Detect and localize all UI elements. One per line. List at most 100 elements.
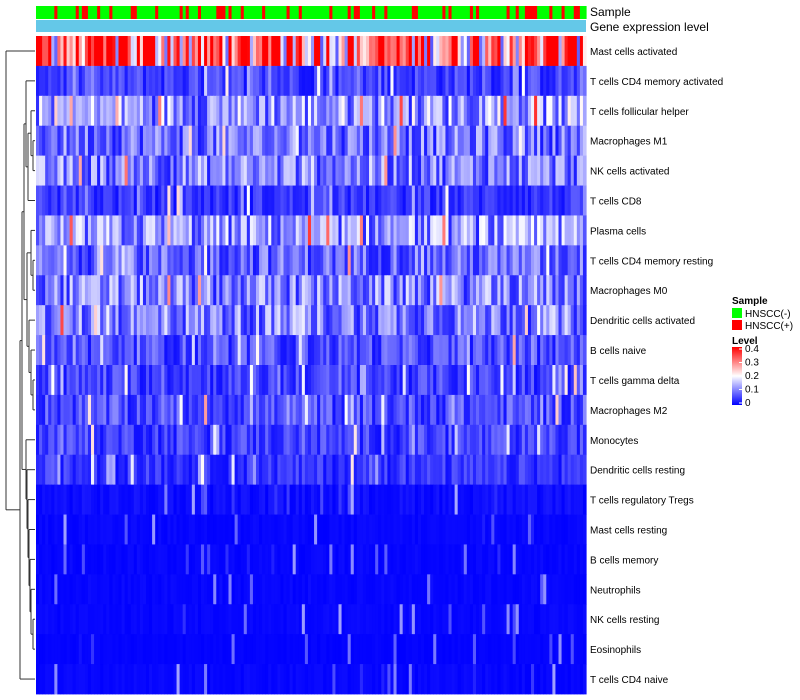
legend-label-hnscc-neg: HNSCC(-) — [745, 309, 791, 320]
heatmap-cell — [488, 365, 492, 396]
heatmap-cell — [512, 544, 517, 575]
heatmap-cell — [146, 634, 150, 665]
heatmap-cell — [448, 215, 453, 246]
heatmap-cell — [152, 604, 156, 635]
heatmap-cell — [317, 454, 321, 486]
heatmap-cell — [540, 215, 544, 246]
sample-annotation-cell — [268, 6, 272, 19]
heatmap-cell — [286, 95, 291, 127]
heatmap-cell — [421, 215, 425, 246]
heatmap-cell — [228, 514, 233, 545]
heatmap-cell — [133, 185, 138, 216]
heatmap-cell — [60, 95, 65, 127]
heatmap-cell — [469, 125, 474, 157]
heatmap-cell — [518, 245, 523, 276]
sample-annotation-cell — [543, 6, 547, 19]
heatmap-cell — [256, 155, 260, 186]
heatmap-cell — [139, 245, 144, 276]
heatmap-cell — [118, 95, 123, 127]
sample-annotation-cell — [402, 6, 407, 19]
heatmap-cell — [396, 125, 401, 157]
heatmap-cell — [170, 544, 175, 575]
heatmap-cell — [194, 65, 199, 97]
heatmap-cell — [274, 664, 278, 695]
heatmap-cell — [142, 634, 147, 665]
heatmap-cell — [231, 365, 236, 396]
heatmap-cell — [540, 335, 544, 366]
heatmap-cell — [375, 544, 379, 575]
heatmap-cell — [497, 65, 502, 97]
heatmap-cell — [216, 155, 220, 186]
heatmap-cell — [197, 634, 202, 665]
heatmap-cell — [231, 155, 236, 186]
row-label: Monocytes — [590, 436, 638, 447]
heatmap-cell — [298, 604, 303, 635]
row-label: T cells follicular helper — [590, 107, 689, 118]
heatmap-cell — [509, 634, 514, 665]
heatmap-cell — [476, 544, 480, 575]
heatmap-cell — [378, 664, 382, 695]
heatmap-cell — [259, 155, 263, 186]
sample-annotation-cell — [463, 6, 468, 19]
heatmap-cell — [531, 604, 535, 635]
heatmap-cell — [329, 604, 333, 635]
heatmap-cell — [436, 125, 440, 157]
heatmap-cell — [256, 664, 260, 695]
heatmap-cell — [390, 365, 395, 396]
heatmap-cell — [393, 394, 398, 426]
heatmap-cell — [323, 604, 327, 635]
heatmap-cell — [411, 335, 416, 366]
heatmap-cell — [323, 544, 327, 575]
heatmap-cell — [152, 65, 156, 97]
heatmap-cell — [463, 65, 468, 97]
heatmap-cell — [558, 185, 563, 216]
heatmap-cell — [87, 125, 92, 157]
heatmap-cell — [564, 245, 569, 276]
heatmap-cell — [509, 365, 514, 396]
heatmap-cell — [280, 664, 285, 695]
heatmap-cell — [323, 514, 327, 545]
heatmap-cell — [304, 394, 309, 426]
heatmap-cell — [451, 424, 456, 456]
heatmap-cell — [341, 305, 346, 336]
heatmap-cell — [81, 484, 86, 515]
heatmap-cell — [427, 36, 431, 67]
heatmap-cell — [546, 365, 550, 396]
heatmap-cell — [341, 185, 346, 216]
heatmap-cell — [512, 155, 517, 186]
heatmap-cell — [51, 664, 55, 695]
heatmap-cell — [271, 275, 275, 306]
heatmap-cell — [411, 454, 416, 486]
heatmap-cell — [170, 484, 175, 515]
heatmap-cell — [314, 484, 318, 515]
heatmap-cell — [326, 514, 330, 545]
heatmap-cell — [295, 365, 300, 396]
heatmap-cell — [237, 36, 242, 67]
heatmap-cell — [558, 305, 563, 336]
heatmap-cell — [298, 514, 303, 545]
heatmap-cell — [301, 664, 306, 695]
heatmap-cell — [408, 335, 413, 366]
heatmap-cell — [231, 185, 236, 216]
heatmap-cell — [182, 65, 187, 97]
heatmap-cell — [372, 394, 376, 426]
heatmap-cell — [106, 664, 110, 695]
heatmap-cell — [573, 125, 578, 157]
heatmap-cell — [42, 484, 46, 515]
heatmap-cell — [329, 484, 333, 515]
heatmap-cell — [579, 365, 584, 396]
heatmap-cell — [219, 335, 223, 366]
heatmap-cell — [283, 634, 288, 665]
heatmap-cell — [372, 514, 376, 545]
heatmap-cell — [372, 305, 376, 336]
heatmap-cell — [45, 65, 49, 97]
heatmap-cell — [457, 454, 462, 486]
heatmap-cell — [170, 664, 175, 695]
sample-annotation-cell — [500, 6, 505, 19]
heatmap-cell — [252, 155, 257, 186]
heatmap-cell — [353, 185, 358, 216]
heatmap-cell — [118, 65, 123, 97]
heatmap-cell — [359, 424, 364, 456]
heatmap-cell — [482, 424, 486, 456]
heatmap-cell — [289, 305, 294, 336]
